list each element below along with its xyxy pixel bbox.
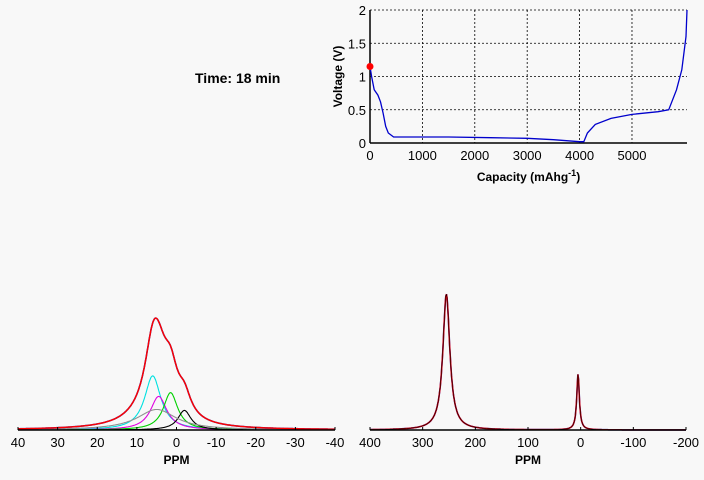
x-tick-label: 300 [412,435,434,450]
x-axis-label: Capacity (mAhg-1) [477,168,580,184]
x-tick-label: 0 [173,435,180,450]
x-tick-label: 1000 [408,148,437,163]
current-point-marker [366,63,374,71]
series-spectrum [18,317,335,430]
nmr-spectrum-left: 40 30 20 10 0 -10 -20 -30 -40 PPM [11,317,345,467]
series-voltage [369,9,688,143]
component-green [18,392,335,431]
y-axis-label: Voltage (V) [331,46,345,108]
x-tick-label: 10 [130,435,144,450]
x-tick-label: 200 [464,435,486,450]
series-fit [370,293,686,431]
x-tick-label: 0 [577,435,584,450]
x-tick-label: 30 [50,435,64,450]
series-fit [18,317,335,430]
x-axis-label: PPM [163,453,189,467]
x-axis-label-superscript: -1 [568,168,576,178]
x-tick-label: -20 [246,435,265,450]
x-tick-label: -100 [620,435,646,450]
nmr-spectrum-right: 400 300 200 100 0 -100 -200 PPM [359,293,699,467]
x-tick-label: 5000 [618,148,647,163]
x-tick-label: -10 [207,435,226,450]
x-tick-label: 100 [517,435,539,450]
y-tick-label: 0 [359,136,366,151]
x-tick-label: 3000 [513,148,542,163]
y-tick-label: 0.5 [348,103,366,118]
x-tick-label: -30 [286,435,305,450]
x-tick-label: 400 [359,435,381,450]
x-tick-label: 40 [11,435,25,450]
x-tick-label: 2000 [460,148,489,163]
x-tick-label: -200 [673,435,699,450]
series-components-sum [370,294,686,431]
x-axis-label-main: Capacity (mAhg [477,170,568,184]
x-tick-label: 20 [90,435,104,450]
y-tick-label: 1 [359,70,366,85]
time-label: Time: 18 min [195,70,281,86]
x-tick-label: 0 [366,148,373,163]
y-tick-label: 1.5 [348,36,366,51]
voltage-chart: 0 1000 2000 3000 4000 5000 0 0.5 1 1.5 2 Capacity (… [331,3,688,184]
x-axis-label-suffix: ) [576,170,580,184]
x-axis-label: PPM [515,453,541,467]
x-tick-label: -40 [326,435,345,450]
series-spectrum [370,293,686,431]
x-tick-label: 4000 [565,148,594,163]
y-tick-label: 2 [359,3,366,18]
component-magenta [18,395,335,431]
